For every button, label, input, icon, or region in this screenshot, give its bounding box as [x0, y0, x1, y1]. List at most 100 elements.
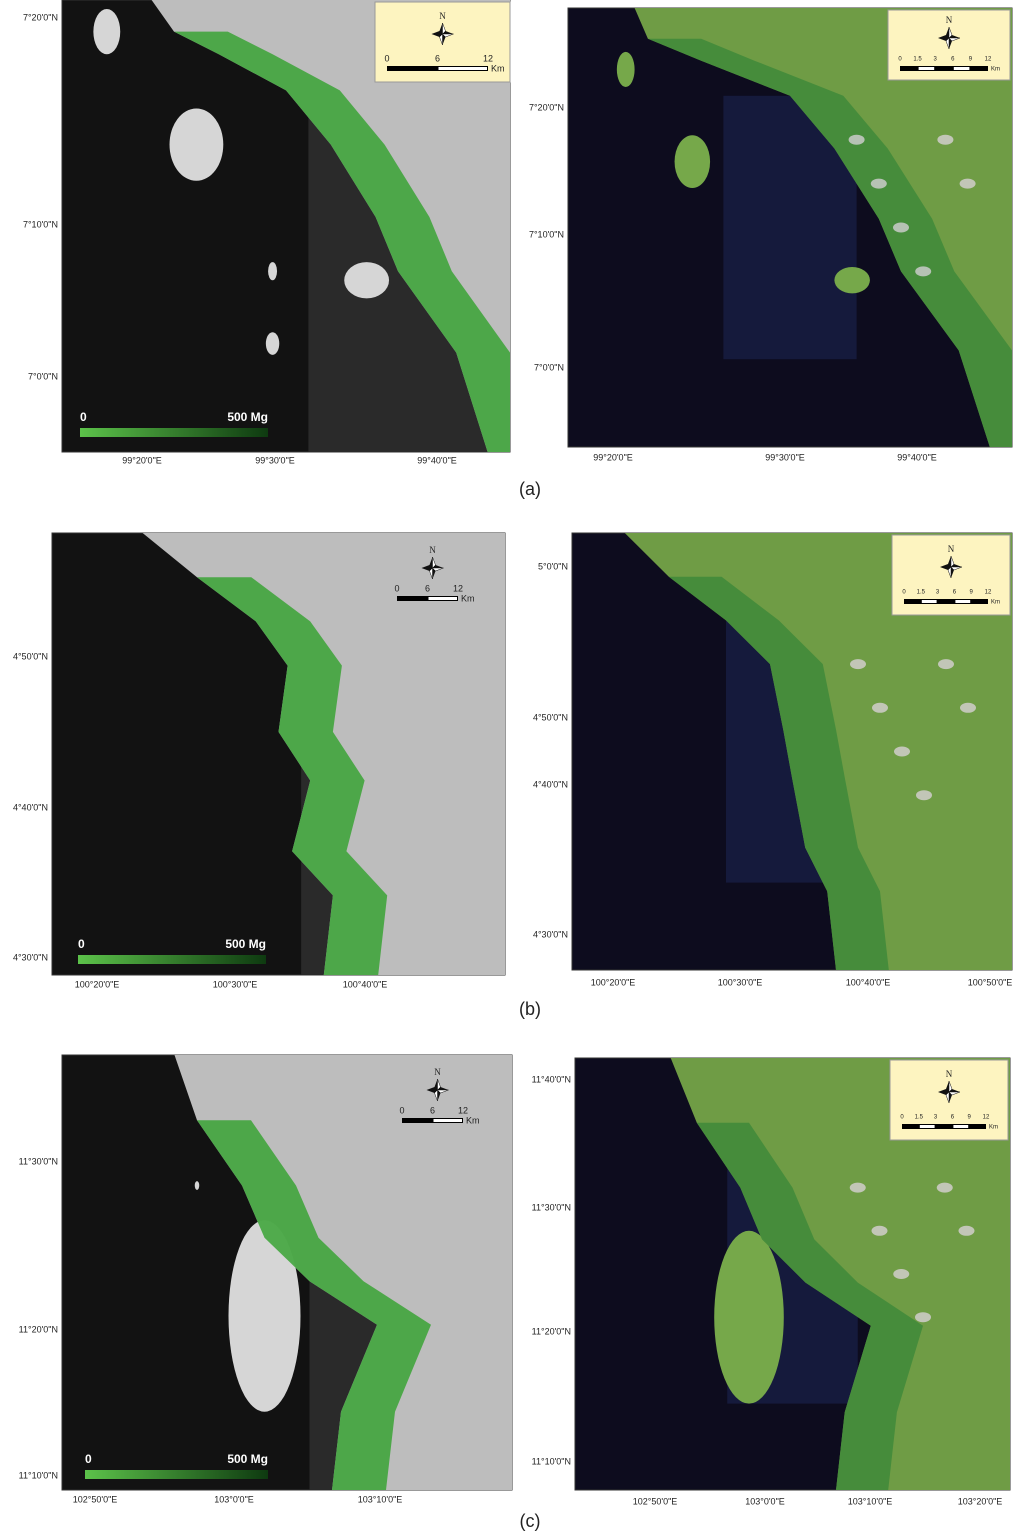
lat-label: 4°40'0"N: [13, 802, 48, 812]
cloud: [937, 1183, 953, 1193]
north-label: N: [439, 11, 446, 21]
cloud: [893, 223, 909, 233]
island: [344, 262, 389, 298]
scale-seg: [954, 67, 970, 70]
scale-label: 12: [458, 1105, 468, 1115]
lon-label: 103°10'0"E: [848, 1496, 893, 1506]
cloud: [850, 1183, 866, 1193]
scale-unit: Km: [466, 1115, 480, 1125]
legend-min: 0: [85, 1452, 92, 1466]
lon-label: 99°20'0"E: [122, 455, 162, 465]
lat-label: 7°20'0"N: [529, 102, 564, 112]
lon-label: 100°50'0"E: [968, 977, 1013, 987]
north-label: N: [948, 544, 955, 554]
cloud: [959, 1226, 975, 1236]
lon-label: 99°40'0"E: [897, 452, 937, 462]
lon-label: 100°40'0"E: [846, 977, 891, 987]
scale-bar: [900, 66, 988, 71]
island: [617, 52, 635, 87]
lat-label: 11°10'0"N: [19, 1470, 58, 1480]
scale-bar: [902, 1124, 986, 1129]
lat-label: 4°50'0"N: [533, 712, 568, 722]
lon-label: 103°0'0"E: [745, 1496, 785, 1506]
cloud: [894, 747, 910, 757]
scale-unit: Km: [991, 600, 1000, 606]
legend-max: 500 Mg: [227, 410, 268, 424]
lon-label: 103°20'0"E: [958, 1496, 1003, 1506]
lat-label: 7°20'0"N: [23, 12, 58, 22]
legend-bar: [78, 955, 266, 964]
scale-label: 1.5: [913, 57, 922, 63]
scale-label: 0: [399, 1105, 404, 1115]
lat-label: 4°30'0"N: [13, 952, 48, 962]
cloud: [915, 1312, 931, 1322]
cloud: [871, 179, 887, 189]
scale-label: 1.5: [915, 1115, 924, 1121]
scale-label: 12: [985, 590, 992, 596]
lon-label: 99°30'0"E: [255, 455, 295, 465]
scale-bar: [904, 599, 988, 604]
north-label: N: [946, 1069, 953, 1079]
cloud: [872, 703, 888, 713]
scale-seg: [434, 1119, 463, 1122]
legend-max: 500 Mg: [225, 937, 266, 951]
island: [834, 267, 870, 293]
lat-label: 7°0'0"N: [28, 371, 58, 381]
scale-seg: [922, 600, 937, 603]
lon-label: 102°50'0"E: [73, 1494, 118, 1504]
legend-min: 0: [80, 410, 87, 424]
scale-label: 6: [425, 583, 430, 593]
cloud: [893, 1269, 909, 1279]
cloud: [960, 179, 976, 189]
cloud: [915, 266, 931, 276]
figure: 7°20'0"N 7°10'0"N 7°0'0"N 99°20'0"E 99°30'0"…: [0, 0, 1020, 1534]
cloud: [850, 659, 866, 669]
legend-min: 0: [78, 937, 85, 951]
cloud: [937, 135, 953, 145]
scale-label: 12: [453, 583, 463, 593]
lat-label: 7°10'0"N: [529, 229, 564, 239]
island: [675, 135, 711, 188]
island: [195, 1181, 200, 1190]
lon-label: 102°50'0"E: [633, 1496, 678, 1506]
lat-label: 4°50'0"N: [13, 651, 48, 661]
scale-seg: [955, 600, 970, 603]
lon-label: 99°30'0"E: [765, 452, 805, 462]
scale-unit: Km: [989, 1125, 998, 1131]
scale-seg: [919, 67, 935, 70]
island: [170, 108, 224, 180]
legend-max: 500 Mg: [227, 1452, 268, 1466]
lat-label: 7°10'0"N: [23, 219, 58, 229]
scale-unit: Km: [991, 67, 1000, 73]
scale-label: 0: [384, 53, 389, 63]
cloud: [938, 659, 954, 669]
lon-label: 100°30'0"E: [213, 979, 258, 989]
north-label: N: [434, 1067, 441, 1077]
lon-label: 100°20'0"E: [75, 979, 120, 989]
lat-label: 11°30'0"N: [532, 1202, 571, 1212]
scale-label: 12: [483, 53, 493, 63]
lat-label: 7°0'0"N: [534, 362, 564, 372]
island: [266, 332, 279, 355]
lon-label: 103°10'0"E: [358, 1494, 403, 1504]
scale-label: 6: [430, 1105, 435, 1115]
lon-label: 100°40'0"E: [343, 979, 388, 989]
lat-label: 11°20'0"N: [19, 1324, 58, 1334]
scale-seg: [439, 67, 488, 70]
cloud: [916, 790, 932, 800]
lon-label: 99°20'0"E: [593, 452, 633, 462]
lon-label: 103°0'0"E: [214, 1494, 254, 1504]
scale-unit: Km: [461, 593, 475, 603]
island: [268, 262, 277, 280]
lat-label: 11°20'0"N: [532, 1326, 571, 1336]
panel-label: (a): [519, 479, 541, 499]
island: [714, 1231, 784, 1404]
panel-label: (c): [520, 1511, 541, 1531]
lon-label: 100°20'0"E: [591, 977, 636, 987]
scale-label: 12: [983, 1115, 990, 1121]
north-label: N: [429, 545, 436, 555]
lat-label: 4°30'0"N: [533, 929, 568, 939]
scale-seg: [920, 1125, 935, 1128]
lat-label: 11°40'0"N: [532, 1074, 571, 1084]
scale-label: 12: [985, 57, 992, 63]
